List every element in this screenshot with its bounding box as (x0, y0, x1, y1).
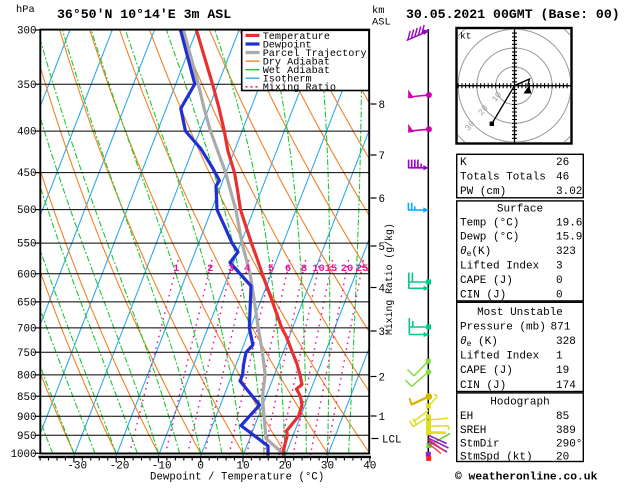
svg-text:Temp (°C): Temp (°C) (460, 218, 519, 230)
svg-text:550: 550 (17, 239, 36, 251)
svg-text:2: 2 (379, 373, 385, 385)
svg-text:300: 300 (17, 26, 36, 38)
svg-text:323: 323 (556, 246, 576, 258)
svg-text:6: 6 (379, 194, 385, 206)
svg-text:500: 500 (17, 205, 36, 217)
svg-text:3.02: 3.02 (556, 186, 582, 198)
svg-text:8: 8 (301, 263, 307, 275)
svg-text:0: 0 (556, 289, 563, 301)
svg-text:46: 46 (556, 171, 569, 183)
svg-text:CAPE (J): CAPE (J) (460, 275, 513, 287)
svg-text:5: 5 (379, 242, 385, 254)
svg-text:850: 850 (17, 392, 36, 404)
svg-text:30.05.2021 00GMT (Base: 00): 30.05.2021 00GMT (Base: 00) (406, 7, 620, 22)
svg-text:Dewpoint: Dewpoint (263, 39, 312, 51)
svg-text:750: 750 (17, 348, 36, 360)
svg-text:10: 10 (236, 461, 249, 473)
svg-text:950: 950 (17, 431, 36, 443)
svg-text:4: 4 (379, 284, 385, 296)
svg-text:3: 3 (556, 260, 563, 272)
svg-text:Mixing Ratio (g/kg): Mixing Ratio (g/kg) (384, 223, 395, 335)
svg-text:174: 174 (556, 380, 576, 392)
svg-text:CIN (J): CIN (J) (460, 380, 506, 392)
svg-text:15.9: 15.9 (556, 232, 582, 244)
svg-text:Isotherm: Isotherm (263, 74, 312, 86)
svg-text:450: 450 (17, 168, 36, 180)
svg-text:400: 400 (17, 127, 36, 139)
svg-text:LCL: LCL (382, 435, 401, 447)
svg-text:10: 10 (312, 263, 325, 275)
svg-text:kt: kt (460, 31, 471, 42)
svg-text:Wet Adiabat: Wet Adiabat (263, 65, 330, 77)
svg-text:20: 20 (556, 451, 569, 463)
svg-text:Totals Totals: Totals Totals (460, 171, 546, 183)
svg-text:EH: EH (460, 411, 473, 423)
svg-text:ASL: ASL (372, 17, 391, 29)
svg-text:-10: -10 (152, 461, 172, 473)
svg-text:8: 8 (379, 100, 385, 112)
svg-text:350: 350 (17, 80, 36, 92)
svg-text:Surface: Surface (497, 203, 543, 215)
svg-text:Parcel Trajectory: Parcel Trajectory (263, 48, 367, 60)
svg-text:CIN (J): CIN (J) (460, 289, 506, 301)
svg-text:θe (K): θe (K) (460, 336, 498, 349)
svg-text:© weatheronline.co.uk: © weatheronline.co.uk (455, 472, 598, 484)
svg-text:19.6: 19.6 (556, 218, 582, 230)
svg-text:5: 5 (268, 263, 274, 275)
svg-text:Dewp (°C): Dewp (°C) (460, 232, 519, 244)
svg-text:15: 15 (325, 263, 338, 275)
svg-text:StmSpd (kt): StmSpd (kt) (460, 451, 533, 463)
svg-text:0: 0 (197, 461, 204, 473)
svg-text:Temperature: Temperature (263, 32, 330, 43)
svg-text:290°: 290° (556, 438, 582, 450)
svg-text:700: 700 (17, 324, 36, 336)
svg-text:900: 900 (17, 412, 36, 424)
svg-text:hPa: hPa (16, 4, 35, 16)
svg-text:85: 85 (556, 411, 569, 423)
svg-text:Lifted Index: Lifted Index (460, 351, 540, 363)
svg-text:20: 20 (476, 103, 490, 117)
svg-text:PW (cm): PW (cm) (460, 186, 506, 198)
svg-text:1: 1 (173, 263, 179, 275)
svg-text:Pressure (mb): Pressure (mb) (460, 321, 546, 333)
svg-text:36°50'N 10°14'E 3m ASL: 36°50'N 10°14'E 3m ASL (57, 7, 231, 22)
svg-text:19: 19 (556, 365, 569, 377)
svg-text:3: 3 (228, 263, 234, 275)
svg-text:K: K (460, 157, 467, 169)
svg-text:Mixing Ratio: Mixing Ratio (263, 82, 336, 94)
svg-text:20: 20 (341, 263, 354, 275)
svg-text:1000: 1000 (11, 449, 37, 461)
svg-text:1: 1 (556, 351, 563, 363)
svg-text:SREH: SREH (460, 425, 486, 437)
svg-text:Dry Adiabat: Dry Adiabat (263, 57, 330, 69)
svg-text:25: 25 (356, 263, 369, 275)
svg-text:389: 389 (556, 425, 576, 437)
svg-text:-30: -30 (67, 461, 87, 473)
svg-text:600: 600 (17, 269, 36, 281)
svg-text:20: 20 (279, 461, 292, 473)
svg-text:328: 328 (556, 336, 576, 348)
svg-text:2: 2 (207, 263, 213, 275)
svg-text:40: 40 (363, 461, 376, 473)
svg-text:0: 0 (556, 275, 563, 287)
svg-text:30: 30 (321, 461, 334, 473)
svg-text:Hodograph: Hodograph (490, 397, 549, 409)
svg-text:7: 7 (379, 151, 385, 163)
svg-text:6: 6 (285, 263, 291, 275)
svg-text:871: 871 (551, 321, 571, 333)
svg-text:θe(K): θe(K) (460, 246, 491, 259)
svg-text:650: 650 (17, 298, 36, 310)
svg-text:1: 1 (379, 412, 385, 424)
svg-text:800: 800 (17, 371, 36, 383)
svg-text:km: km (372, 5, 384, 17)
svg-text:StmDir: StmDir (460, 438, 500, 450)
svg-text:Most Unstable: Most Unstable (477, 307, 563, 319)
svg-text:Lifted Index: Lifted Index (460, 260, 540, 272)
svg-text:26: 26 (556, 157, 569, 169)
svg-text:Dewpoint / Temperature (°C): Dewpoint / Temperature (°C) (150, 472, 324, 484)
svg-text:-20: -20 (110, 461, 130, 473)
svg-text:4: 4 (244, 263, 250, 275)
svg-text:3: 3 (379, 327, 385, 339)
svg-text:CAPE (J): CAPE (J) (460, 365, 513, 377)
